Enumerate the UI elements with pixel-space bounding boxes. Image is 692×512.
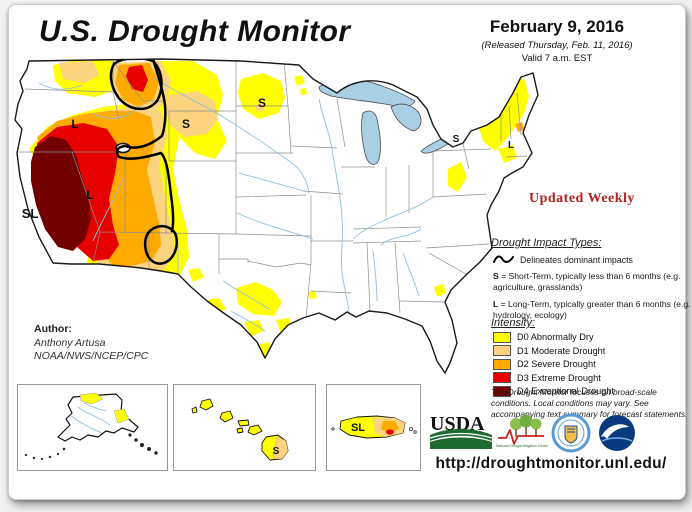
d1-swatch: [493, 345, 511, 356]
updated-weekly-note: Updated Weekly: [529, 191, 635, 206]
squiggle-line-icon: [493, 255, 514, 263]
state-borders: [18, 59, 528, 320]
usda-logo: USDA: [429, 413, 493, 449]
agency-logos: USDA National Drought Mitigation Center: [429, 413, 635, 453]
valid-time: Valid 7 a.m. EST: [521, 53, 593, 64]
intensity-heading: Intensity:: [491, 317, 536, 329]
impact-labels: L L SL S S S L: [22, 96, 514, 221]
intensity-item-d0: D0 Abnormally Dry: [493, 331, 691, 343]
hawaii-inset-map: S: [173, 384, 316, 471]
puerto-rico-inset-map: SL: [326, 384, 421, 471]
author-org: NOAA/NWS/NCEP/CPC: [34, 350, 149, 363]
alaska-panhandle-islands: [128, 433, 158, 455]
svg-text:USDA: USDA: [430, 413, 485, 435]
label-short-term-hawaii: S: [273, 446, 280, 457]
university-seal-logo: [551, 413, 591, 453]
offshore-island: [409, 427, 414, 432]
intensity-item-d2: D2 Severe Drought: [493, 358, 691, 370]
offshore-island: [331, 427, 335, 431]
label-sl-puerto-rico: SL: [351, 422, 365, 434]
release-date: (Released Thursday, Feb. 11, 2016): [481, 40, 633, 51]
label-short-term-dakota: S: [258, 96, 266, 110]
disclaimer-text: The Drought Monitor focuses on broad-sca…: [491, 387, 688, 419]
impact-types-legend: Drought Impact Types: Delineates dominan…: [491, 237, 691, 328]
delineates-label: Delineates dominant impacts: [520, 254, 633, 265]
date-block: February 9, 2016 (Released Thursday, Feb…: [441, 17, 673, 64]
intensity-item-d4: D4 Exceptional Drought: [493, 385, 691, 397]
label-short-term-newyork: S: [453, 134, 460, 145]
conus-outline: [14, 58, 539, 374]
drought-d4-layer: [31, 136, 91, 251]
label-long-term-oregon: L: [71, 117, 78, 131]
aleutian-islands: [24, 447, 66, 461]
long-term-definition: L = Long-Term, typically greater than 6 …: [493, 299, 691, 321]
short-term-definition: S = Short-Term, typically less than 6 mo…: [493, 271, 681, 292]
ndmc-logo: National Drought Mitigation Center: [496, 414, 549, 448]
d4-swatch: [493, 385, 511, 397]
drought-monitor-url[interactable]: http://droughtmonitor.unl.edu/: [435, 455, 667, 472]
label-long-term-newengland: L: [508, 140, 514, 151]
author-name: Anthony Artusa: [34, 336, 106, 349]
svg-text:National Drought Mitigation Ce: National Drought Mitigation Center: [496, 444, 549, 448]
intensity-item-d1: D1 Moderate Drought: [493, 345, 691, 356]
d3-swatch: [493, 372, 511, 383]
offshore-island: [413, 430, 417, 434]
page-title: U.S. Drought Monitor: [39, 15, 351, 48]
label-long-term-nevada: L: [86, 188, 93, 202]
impact-delineation-lines: [109, 59, 178, 265]
conus-drought-map: L L SL S S S L: [14, 58, 539, 374]
intensity-item-d3: D3 Extreme Drought: [493, 372, 691, 383]
map-date: February 9, 2016: [489, 17, 625, 36]
page-card: U.S. Drought Monitor February 9, 2016 (R…: [8, 4, 691, 500]
d0-swatch: [493, 331, 511, 343]
label-short-term-wyoming: S: [182, 117, 190, 131]
d2-swatch: [493, 358, 511, 370]
noaa-logo: [599, 415, 635, 451]
impact-types-heading: Drought Impact Types:: [491, 237, 602, 249]
author-block: Author: Anthony Artusa NOAA/NWS/NCEP/CPC: [34, 323, 149, 363]
label-sl-california: SL: [22, 206, 39, 221]
rivers: [38, 76, 434, 332]
alaska-inset-map: [17, 384, 168, 471]
intensity-legend: Intensity: D0 Abnormally Dry D1 Moderate…: [491, 317, 691, 399]
